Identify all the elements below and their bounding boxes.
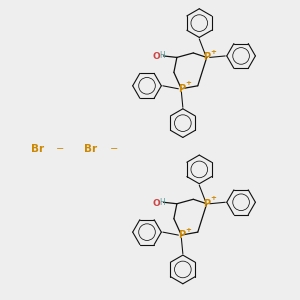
Text: +: + [185,227,191,233]
Text: O: O [153,199,161,208]
Text: H: H [159,198,165,207]
Text: +: + [210,195,216,201]
Text: +: + [185,80,191,86]
Text: Br: Br [31,143,44,154]
Text: −: − [107,143,118,154]
Text: O: O [153,52,161,61]
Text: H: H [159,51,165,60]
Text: −: − [53,143,64,154]
Text: P: P [178,84,185,94]
Text: Br: Br [84,143,98,154]
Text: P: P [178,230,185,240]
Text: P: P [203,52,210,62]
Text: +: + [210,49,216,55]
Text: P: P [203,199,210,209]
